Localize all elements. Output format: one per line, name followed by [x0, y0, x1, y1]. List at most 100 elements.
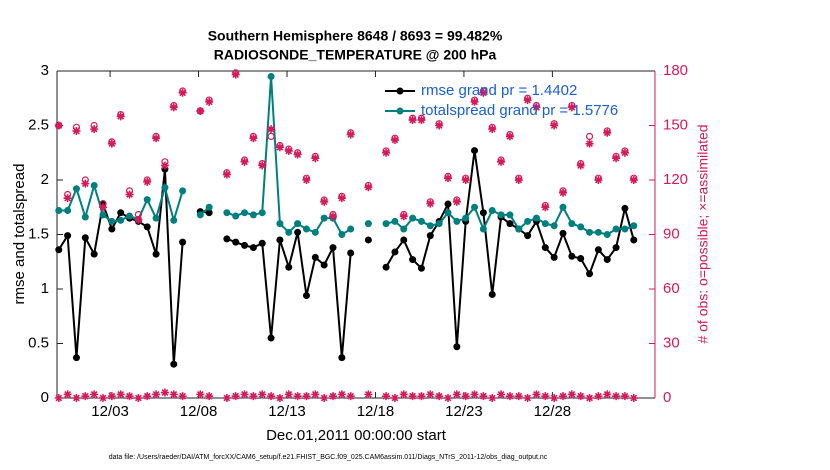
data-point — [302, 392, 311, 401]
data-point — [399, 212, 408, 221]
data-point — [559, 188, 567, 197]
data-point — [223, 235, 231, 243]
data-point — [364, 183, 373, 192]
data-point — [241, 209, 249, 217]
data-point — [470, 97, 479, 106]
data-point — [541, 392, 550, 401]
data-point — [497, 211, 505, 219]
data-point — [390, 136, 399, 145]
data-point — [417, 217, 425, 225]
x-axis-label: Dec.01,2011 00:00:00 start — [266, 427, 447, 444]
data-point — [249, 211, 257, 219]
data-point — [488, 207, 496, 215]
data-point — [267, 72, 275, 80]
data-point — [409, 214, 417, 222]
data-point — [232, 212, 240, 220]
data-point — [505, 392, 514, 401]
data-point — [382, 263, 390, 271]
data-point — [125, 392, 134, 401]
data-point — [152, 250, 160, 258]
data-point — [523, 394, 532, 402]
data-point — [488, 125, 497, 134]
data-point — [461, 176, 470, 184]
data-point — [294, 220, 302, 228]
data-point — [320, 197, 329, 206]
data-point — [382, 220, 390, 228]
data-point — [205, 209, 213, 217]
data-point — [240, 157, 249, 166]
data-point — [143, 392, 152, 401]
data-point — [81, 392, 90, 401]
data-point — [320, 261, 328, 269]
data-point — [249, 134, 258, 143]
data-point — [435, 220, 443, 228]
data-point — [408, 392, 417, 401]
data-point — [223, 209, 231, 217]
data-point — [169, 390, 178, 399]
data-point — [532, 103, 541, 112]
legend-marker — [396, 87, 404, 95]
data-point — [541, 203, 550, 212]
data-point — [461, 392, 470, 401]
data-point — [399, 390, 408, 399]
data-point — [258, 161, 267, 170]
data-point — [541, 244, 549, 252]
data-point — [275, 143, 284, 152]
data-point — [453, 217, 461, 225]
data-point — [81, 179, 90, 188]
data-point — [302, 225, 310, 233]
data-point — [258, 239, 266, 247]
data-point — [479, 225, 487, 233]
data-point — [550, 222, 558, 230]
data-point — [72, 126, 81, 135]
data-point — [267, 125, 276, 134]
data-point — [241, 241, 249, 249]
data-point — [603, 390, 612, 399]
data-point — [364, 220, 372, 228]
data-point — [585, 132, 594, 140]
data-point — [320, 394, 329, 402]
data-point — [337, 194, 346, 203]
data-point — [426, 222, 434, 230]
data-point — [293, 150, 302, 159]
data-point — [258, 390, 267, 399]
data-point — [576, 161, 585, 170]
data-point — [152, 390, 161, 399]
data-point — [160, 161, 169, 170]
data-point — [400, 236, 408, 244]
data-point — [524, 217, 532, 225]
data-point — [108, 217, 116, 225]
data-point — [452, 197, 461, 206]
x-tick-label: 12/18 — [357, 403, 395, 420]
data-point — [249, 244, 257, 252]
data-point — [621, 225, 629, 233]
y2-tick-label: 180 — [663, 62, 688, 79]
data-point — [108, 225, 116, 233]
data-point — [329, 212, 337, 221]
data-point — [161, 184, 169, 192]
data-point — [64, 232, 72, 240]
data-point — [205, 97, 214, 106]
data-point — [612, 392, 621, 401]
data-point — [311, 253, 319, 261]
data-point — [594, 246, 602, 254]
legend-label: rmse grand pr = 1.4402 — [421, 82, 577, 99]
data-point — [99, 203, 107, 212]
data-point — [117, 209, 125, 217]
data-point — [143, 177, 152, 186]
data-point — [426, 199, 435, 208]
data-point — [391, 248, 399, 256]
data-point — [285, 263, 293, 271]
data-point — [577, 254, 585, 262]
data-point — [179, 238, 187, 246]
data-point — [267, 392, 276, 401]
data-point — [170, 360, 178, 368]
data-point — [258, 209, 266, 217]
data-point — [515, 225, 523, 233]
data-point — [629, 176, 638, 184]
data-point — [179, 187, 187, 195]
data-point — [630, 236, 638, 244]
data-point — [585, 394, 594, 402]
data-point — [629, 394, 638, 402]
